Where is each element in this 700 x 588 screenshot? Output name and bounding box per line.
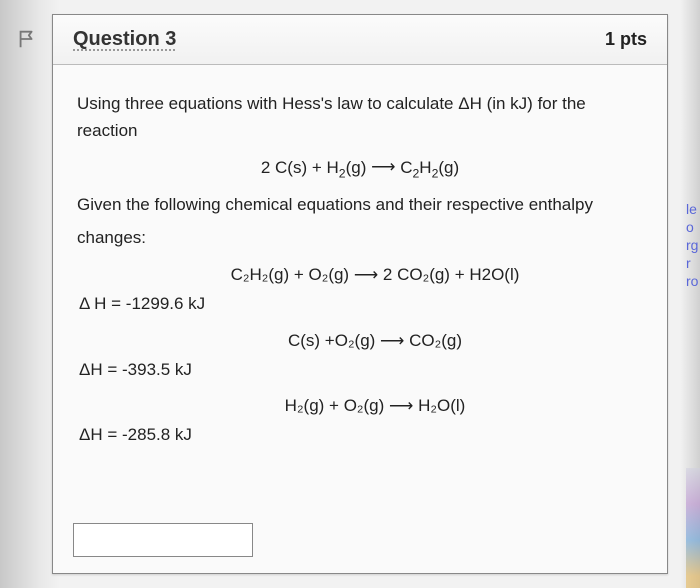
arrow-icon: ⟶ [371, 156, 395, 179]
equation-block-3: H₂(g) + O₂(g) ⟶ H₂O(l) ΔH = -285.8 kJ [77, 395, 643, 447]
delta-h-3: ΔH = -285.8 kJ [79, 424, 643, 447]
prompt-line-2: reaction [77, 120, 643, 143]
target-equation: 2 C(s) + H2(g) ⟶ C2H2(g) [77, 157, 643, 180]
right-edge-text: le o rg r ro [686, 200, 700, 340]
equation-1: C₂H₂(g) + O₂(g) ⟶ 2 CO₂(g) + H2O(l) [107, 264, 643, 287]
question-card: Question 3 1 pts Using three equations w… [52, 14, 668, 574]
equation-block-1: C₂H₂(g) + O₂(g) ⟶ 2 CO₂(g) + H2O(l) Δ H … [77, 264, 643, 316]
delta-h-1: Δ H = -1299.6 kJ [79, 293, 643, 316]
eq-rhs-tail: (g) [438, 158, 459, 177]
eq-lhs-sub: 2 [339, 166, 346, 180]
prompt-line-1: Using three equations with Hess's law to… [77, 93, 643, 116]
question-title: Question 3 [73, 28, 176, 51]
equation-block-2: C(s) +O₂(g) ⟶ CO₂(g) ΔH = -393.5 kJ [77, 330, 643, 382]
delta-h-2: ΔH = -393.5 kJ [79, 359, 643, 382]
equation-3: H₂(g) + O₂(g) ⟶ H₂O(l) [107, 395, 643, 418]
given-line-1: Given the following chemical equations a… [77, 194, 643, 217]
given-line-2: changes: [77, 227, 643, 250]
flag-icon[interactable] [16, 28, 38, 50]
equation-2: C(s) +O₂(g) ⟶ CO₂(g) [107, 330, 643, 353]
right-edge-color-strip [686, 468, 700, 588]
answer-input[interactable] [73, 523, 253, 557]
card-body: Using three equations with Hess's law to… [53, 65, 667, 467]
eq-rhs-mid: H [419, 158, 431, 177]
card-header: Question 3 1 pts [53, 15, 667, 65]
question-points: 1 pts [605, 29, 647, 50]
eq-lhs-tail: (g) [346, 158, 367, 177]
eq-rhs-a: C [400, 158, 412, 177]
eq-lhs: 2 C(s) + H [261, 158, 339, 177]
